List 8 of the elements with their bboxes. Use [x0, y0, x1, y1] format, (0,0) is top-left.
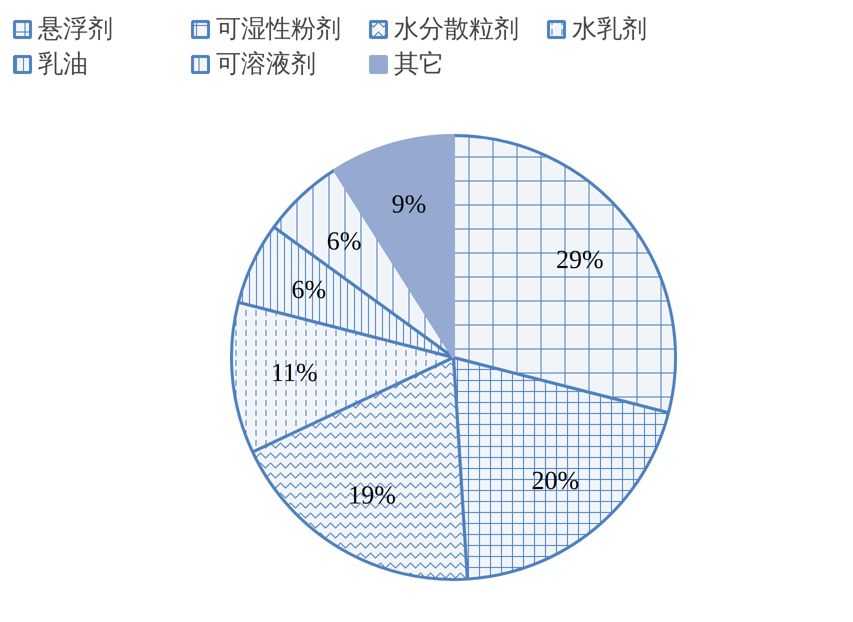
legend-label: 可湿性粉剂 — [216, 14, 342, 45]
legend-label: 水分散粒剂 — [394, 14, 520, 45]
legend-label: 水乳剂 — [572, 14, 648, 45]
legend-label: 悬浮剂 — [38, 14, 114, 45]
legend-label: 乳油 — [38, 49, 89, 80]
legend-label: 其它 — [394, 49, 445, 80]
legend-label: 可溶液剂 — [216, 49, 317, 80]
data-label: 9% — [392, 190, 426, 219]
